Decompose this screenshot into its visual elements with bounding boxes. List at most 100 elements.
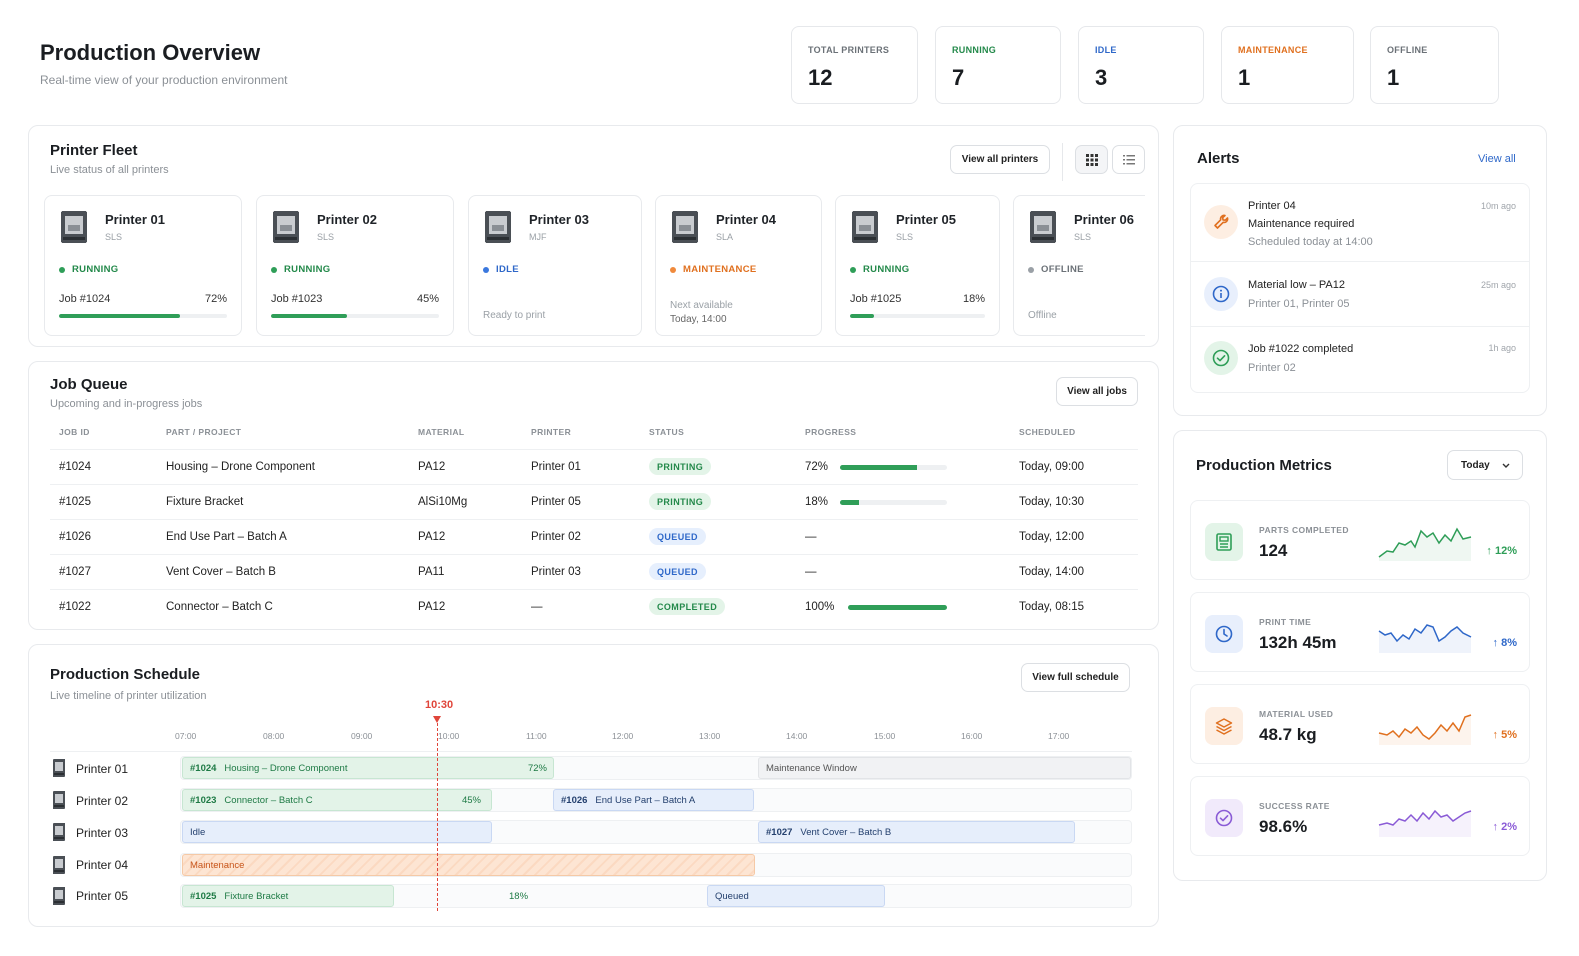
maintenance-block[interactable]: Maintenance — [182, 854, 755, 876]
schedule-job-block[interactable]: #1026 End Use Part – Batch A — [553, 789, 754, 811]
printer-card-03[interactable]: Printer 03 MJF IDLE Ready to print — [468, 195, 642, 336]
part-name: Housing – Drone Component — [166, 461, 315, 473]
now-line — [437, 723, 438, 911]
printer-card-02[interactable]: Printer 02 SLS RUNNING Job #1023 45% — [256, 195, 454, 336]
metric-value: 124 — [1259, 541, 1288, 560]
printer-card-06[interactable]: Printer 06 SLS OFFLINE Offline — [1013, 195, 1145, 336]
stat-label: OFFLINE — [1387, 45, 1428, 55]
printer-type: SLS — [105, 232, 123, 242]
sparkline-print-time — [1378, 624, 1472, 653]
status-dot — [670, 266, 676, 273]
printer-type: SLS — [1074, 232, 1092, 242]
table-row[interactable]: #1025 Fixture Bracket AlSi10Mg Printer 0… — [50, 484, 1138, 518]
progress-bar — [848, 605, 947, 610]
col-job-id: JOB ID — [59, 427, 90, 437]
alert-item[interactable]: Printer 04 Maintenance required Schedule… — [1190, 186, 1530, 262]
job-label: Connector – Batch C — [224, 794, 313, 806]
metric-delta: ↑ 5% — [1492, 729, 1517, 741]
job-label: Fixture Bracket — [224, 890, 289, 902]
now-marker-icon — [433, 716, 441, 723]
table-row[interactable]: #1026 End Use Part – Batch A PA12 Printe… — [50, 519, 1138, 553]
material: PA12 — [418, 531, 446, 543]
printer-name: Printer 02 — [317, 212, 377, 227]
schedule-printer-label: Printer 04 — [76, 858, 129, 872]
progress-fill — [271, 314, 347, 318]
table-row[interactable]: #1024 Housing – Drone Component PA12 Pri… — [50, 449, 1138, 483]
metric-label: PARTS COMPLETED — [1259, 525, 1349, 535]
table-row[interactable]: #1022 Connector – Batch C PA12 — COMPLET… — [50, 589, 1138, 623]
col-progress: PROGRESS — [805, 427, 857, 437]
page-title: Production Overview — [40, 40, 261, 65]
progress-fill — [850, 314, 875, 318]
maintenance-window-block[interactable]: Maintenance Window — [758, 757, 1131, 779]
alert-time: 1h ago — [1488, 343, 1516, 353]
stat-value: 12 — [808, 65, 833, 90]
metric-card-print-time: PRINT TIME 132h 45m ↑ 8% — [1190, 592, 1530, 672]
part-name: End Use Part – Batch A — [166, 531, 287, 543]
printer-type: SLS — [317, 232, 335, 242]
schedule-job-block[interactable]: #1027 Vent Cover – Batch B — [758, 821, 1075, 843]
job-label: End Use Part – Batch A — [595, 794, 696, 806]
status-badge: RUNNING — [850, 264, 909, 275]
progress-fill — [840, 500, 860, 505]
alert-subtitle: Printer 02 — [1248, 362, 1296, 374]
job-queue-panel — [28, 361, 1159, 630]
metric-value: 132h 45m — [1259, 633, 1337, 652]
metric-card-success-rate: SUCCESS RATE 98.6% ↑ 2% — [1190, 776, 1530, 856]
view-full-schedule-button[interactable]: View full schedule — [1021, 663, 1130, 692]
job-percent: 72% — [204, 293, 227, 305]
view-all-jobs-button[interactable]: View all jobs — [1056, 377, 1138, 406]
printer-name: Printer 03 — [529, 212, 589, 227]
schedule-job-block[interactable]: #1024 Housing – Drone Component 72% — [182, 757, 554, 779]
schedule-printer-label: Printer 01 — [76, 762, 129, 776]
part-name: Connector – Batch C — [166, 601, 273, 613]
scheduled: Today, 09:00 — [1019, 461, 1085, 473]
metrics-title: Production Metrics — [1196, 457, 1332, 474]
block-label: Maintenance Window — [766, 762, 857, 774]
printer-card-04[interactable]: Printer 04 SLA MAINTENANCE Next availabl… — [655, 195, 822, 336]
status-badge: QUEUED — [649, 563, 706, 580]
view-all-printers-button[interactable]: View all printers — [950, 145, 1050, 174]
table-row[interactable]: #1027 Vent Cover – Batch B PA11 Printer … — [50, 554, 1138, 588]
schedule-job-block[interactable]: #1025 Fixture Bracket — [182, 885, 394, 907]
progress-fill — [840, 465, 918, 470]
schedule-job-block[interactable]: #1023 Connector – Batch C 45% — [182, 789, 492, 811]
printer-card-01[interactable]: Printer 01 SLS RUNNING Job #1024 72% — [44, 195, 242, 336]
metric-value: 98.6% — [1259, 817, 1308, 836]
view-divider — [1062, 143, 1063, 181]
printer: Printer 02 — [531, 531, 581, 543]
range-select[interactable]: Today — [1447, 450, 1523, 480]
now-label: 10:30 — [425, 699, 454, 711]
alert-title: Material low – PA12 — [1248, 279, 1346, 291]
fleet-subtitle: Live status of all printers — [50, 164, 169, 176]
printer-card-05[interactable]: Printer 05 SLS RUNNING Job #1025 18% — [835, 195, 1000, 336]
status-dot — [1028, 266, 1034, 273]
sparkline-success-rate — [1378, 809, 1472, 837]
queued-block[interactable]: Queued — [707, 885, 885, 907]
next-available-label: Next available — [670, 300, 733, 311]
printer-name: Printer 05 — [896, 212, 956, 227]
material: AlSi10Mg — [418, 496, 468, 508]
printer: Printer 05 — [531, 496, 581, 508]
grid-view-button[interactable] — [1075, 145, 1108, 174]
job-id: #1026 — [561, 794, 588, 806]
printer-icon — [53, 791, 65, 809]
printer: Printer 01 — [531, 461, 581, 473]
metric-card-parts-completed: PARTS COMPLETED 124 ↑ 12% — [1190, 500, 1530, 580]
material: PA12 — [418, 461, 446, 473]
printer-icon — [53, 856, 65, 874]
alert-item[interactable]: Material low – PA12 Printer 01, Printer … — [1190, 262, 1530, 327]
alert-time: 10m ago — [1480, 201, 1516, 211]
schedule-printer-label: Printer 03 — [76, 826, 129, 840]
idle-block[interactable]: Idle — [182, 821, 492, 843]
status-dot — [850, 266, 856, 273]
alerts-view-all-link[interactable]: View all — [1478, 153, 1516, 165]
col-status: STATUS — [649, 427, 685, 437]
list-view-button[interactable] — [1112, 145, 1145, 174]
printer: Printer 03 — [531, 566, 581, 578]
schedule-printer-label: Printer 02 — [76, 794, 129, 808]
status-badge: RUNNING — [271, 264, 330, 275]
job-progress-bar — [850, 314, 985, 318]
metric-label: PRINT TIME — [1259, 617, 1312, 627]
alert-item[interactable]: Job #1022 completed Printer 02 1h ago — [1190, 327, 1530, 389]
